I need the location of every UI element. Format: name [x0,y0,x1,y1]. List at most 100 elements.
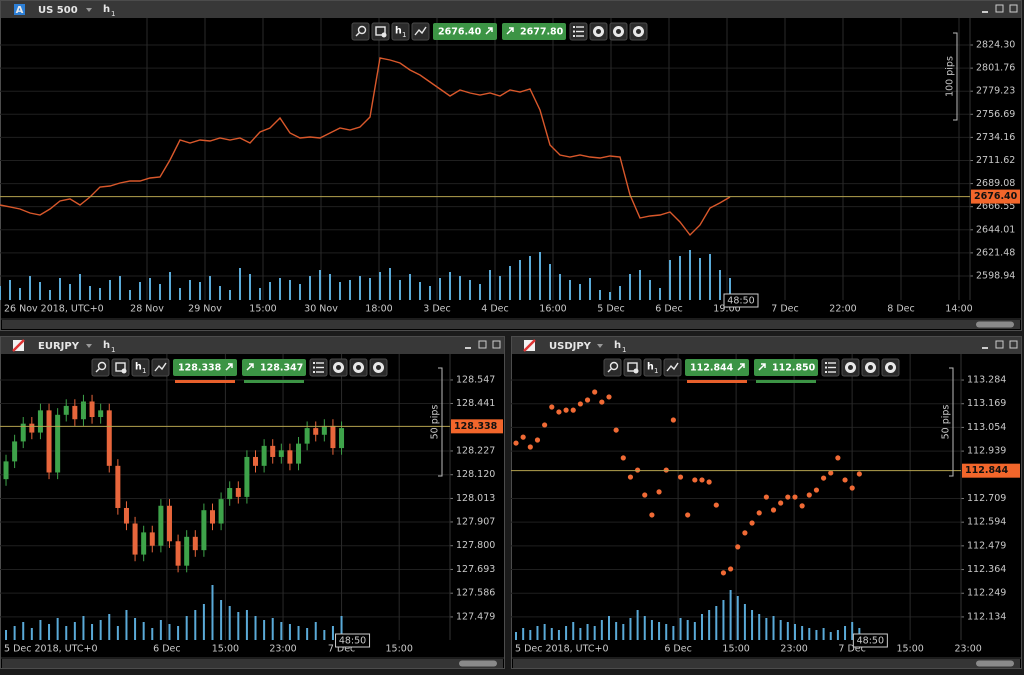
y-tick-label: 2756.69 [976,109,1015,120]
volume-bar [220,600,223,640]
icon-glyph [868,365,873,370]
toolbar-button[interactable] [623,358,642,377]
toolbar-button[interactable] [151,358,170,377]
button-frame [502,23,566,40]
x-tick-label: 22:00 [829,304,856,315]
volume-bar [736,596,739,640]
volume-bar [672,626,675,640]
toolbar-button[interactable] [629,22,648,41]
buy-button[interactable]: 2677.80 [502,23,566,40]
volume-bar [609,292,611,300]
maximize-button[interactable] [995,340,1004,349]
close-button[interactable] [1009,340,1018,349]
x-tick-label: 6 Dec [153,644,180,655]
volume-bar [168,624,171,640]
arrow-glyph [225,363,233,371]
ask-price: 2677.80 [520,27,564,38]
price-point [727,566,734,572]
x-tick-label: 15:00 [722,644,749,655]
symbol-name[interactable]: USDJPY [549,341,592,352]
minimize-button[interactable] [465,347,471,349]
toolbar-button[interactable] [589,22,608,41]
toolbar-button[interactable] [881,358,900,377]
symbol-dropdown[interactable] [86,344,92,348]
toolbar-button[interactable] [841,358,860,377]
symbol-dropdown[interactable] [597,344,603,348]
y-tick-label: 112.134 [967,611,1006,622]
toolbar-button[interactable] [309,358,328,377]
toolbar-button[interactable] [91,358,110,377]
y-tick-label: 127.907 [456,516,495,527]
y-tick-label: 112.709 [967,493,1006,504]
symbol-name[interactable]: US 500 [38,5,78,16]
volume-bar [379,272,381,300]
volume-bar [557,630,560,640]
toolbar-button[interactable] [609,22,628,41]
price-point [549,404,555,410]
toolbar-button[interactable] [369,358,388,377]
symbol-name[interactable]: EURJPY [38,341,80,352]
x-tick-label: 23:00 [780,644,807,655]
candle-body [192,536,198,551]
countdown: 48:50 [727,296,754,307]
sell-button[interactable]: 2676.40 [433,23,497,40]
sell-volume-bar [175,380,235,383]
toolbar-button[interactable] [371,22,390,41]
price-point [577,401,583,407]
candle-body [141,532,147,555]
volume-bar [539,252,541,300]
countdown-box [723,293,759,308]
toolbar-button[interactable] [603,358,622,377]
minimize-button[interactable] [982,347,988,349]
price-point [763,494,769,500]
volume-bar [607,616,610,640]
volume-bar [565,626,568,640]
volume-bar [522,628,525,640]
close-button[interactable] [1009,4,1018,13]
volume-bar [5,630,8,640]
maximize-button[interactable] [478,340,487,349]
icon-glyph [375,26,386,36]
toolbar-button[interactable] [351,22,370,41]
scrollbar-thumb[interactable] [976,321,1014,328]
bid-price: 2676.40 [438,27,482,38]
buy-button[interactable]: 128.347 [242,359,306,376]
toolbar-button[interactable] [411,22,430,41]
volume-bar [529,256,531,300]
volume-bar [13,626,16,640]
toolbar-button[interactable] [111,358,130,377]
candle-body [37,410,43,433]
candle-body [321,425,327,435]
buy-button[interactable]: 112.850 [754,359,818,376]
toolbar-button[interactable] [329,358,348,377]
close-button[interactable] [492,340,501,349]
sell-button[interactable]: 112.844 [685,359,749,376]
volume-bar [589,278,591,300]
arrow-glyph [485,27,493,35]
scrollbar-thumb[interactable] [459,660,497,667]
volume-bar [319,270,321,300]
toolbar-button[interactable] [349,358,368,377]
candle-body [253,456,259,466]
volume-bar [715,606,718,640]
symbol-dropdown[interactable] [86,8,92,12]
x-tick-label: 8 Dec [887,304,914,315]
volume-bar [729,590,732,640]
price-point [635,467,641,473]
toolbar-button[interactable] [861,358,880,377]
volume-bar [569,280,571,300]
scrollbar-thumb[interactable] [976,660,1014,667]
sell-button[interactable]: 128.338 [173,359,237,376]
toolbar-button[interactable] [569,22,588,41]
toolbar-button[interactable] [663,358,682,377]
icon-glyph [154,362,167,372]
minimize-button[interactable] [982,11,988,13]
volume-bar [659,288,661,300]
icon-glyph [97,361,107,371]
toolbar-button[interactable] [821,358,840,377]
maximize-button[interactable] [995,4,1004,13]
timeframe: h [103,340,110,351]
